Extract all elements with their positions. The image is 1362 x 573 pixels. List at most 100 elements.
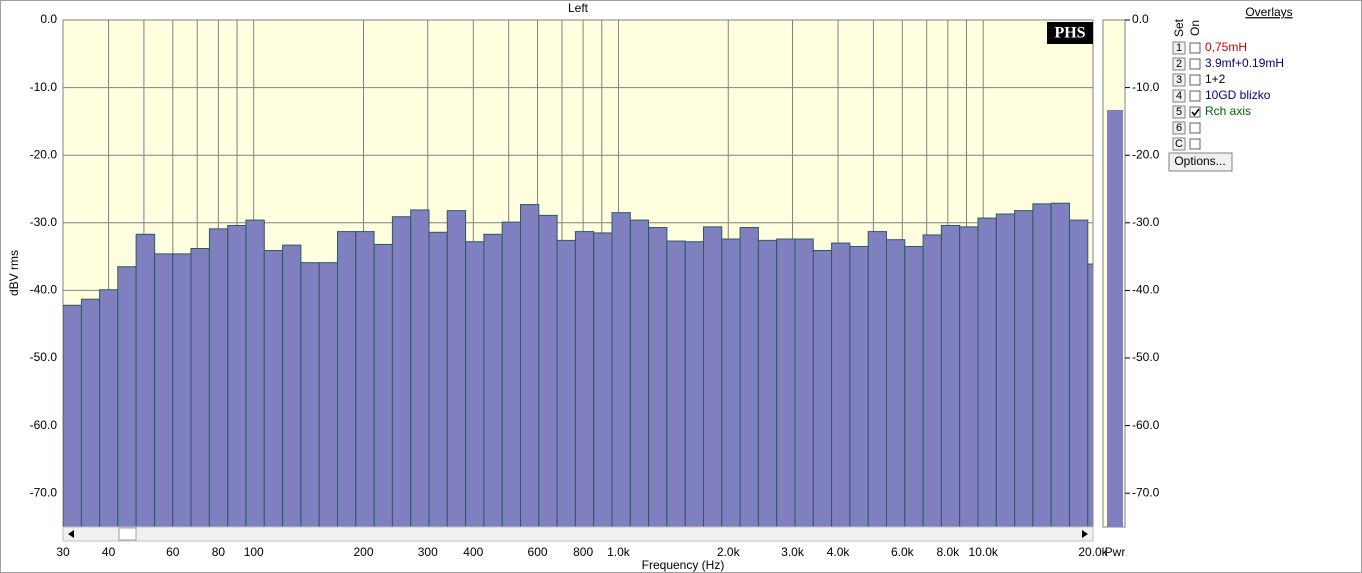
on-checkbox[interactable]	[1189, 42, 1201, 54]
bar	[1014, 210, 1034, 527]
bar	[1032, 203, 1052, 527]
bar	[776, 238, 796, 527]
bar	[574, 231, 595, 527]
bar	[684, 241, 704, 527]
overlay-list: 1 0,75mH 2 3.9mf+0.19mH 3 1+2 4 10GD blizko 5 Rch…	[1172, 40, 1284, 151]
x-tick-label: 20.0k	[1078, 545, 1108, 559]
set-label[interactable]: 4	[1176, 90, 1182, 102]
x-tick-label: 10.0k	[969, 545, 999, 559]
set-label[interactable]: 6	[1176, 122, 1182, 134]
overlay-label[interactable]: Rch axis	[1205, 104, 1251, 118]
meter-tick-label: 0.0	[1132, 12, 1149, 26]
set-label[interactable]: 2	[1176, 58, 1182, 70]
bar	[300, 262, 320, 527]
y-tick-label: -20.0	[30, 147, 58, 161]
set-label[interactable]: 3	[1176, 74, 1182, 86]
bar	[977, 217, 997, 527]
y-tick-label: -50.0	[30, 350, 58, 364]
x-tick-label: 3.0k	[781, 545, 805, 559]
scroll-thumb[interactable]	[118, 527, 137, 541]
bar	[556, 239, 576, 527]
set-button[interactable]	[1172, 89, 1186, 103]
x-axis-label: Frequency (Hz)	[642, 558, 725, 572]
scroll-right[interactable]	[1082, 530, 1088, 538]
set-label[interactable]: C	[1175, 138, 1183, 150]
bar	[739, 227, 759, 527]
overlay-label[interactable]: 0,75mH	[1205, 40, 1247, 54]
bar	[135, 233, 156, 527]
x-tick-label: 200	[353, 545, 373, 559]
bar	[593, 232, 613, 527]
set-button[interactable]	[1172, 137, 1186, 151]
bar	[1068, 219, 1089, 527]
bar	[1087, 263, 1093, 527]
bar	[995, 213, 1016, 527]
bar	[80, 298, 101, 527]
bar	[282, 244, 302, 527]
overlay-label[interactable]: 1+2	[1205, 72, 1226, 86]
set-header: Set	[1172, 18, 1186, 37]
scrollbar[interactable]	[62, 526, 1094, 542]
set-button[interactable]	[1172, 105, 1186, 119]
set-button[interactable]	[1172, 41, 1186, 55]
bar	[538, 214, 558, 527]
bar	[410, 209, 430, 527]
on-checkbox[interactable]	[1189, 74, 1201, 86]
bar	[629, 219, 650, 527]
x-tick-label: 2.0k	[717, 545, 741, 559]
meter-tick-label: -10.0	[1132, 80, 1160, 94]
on-checkbox[interactable]	[1189, 138, 1201, 150]
x-tick-label: 80	[212, 545, 226, 559]
on-header: On	[1188, 20, 1202, 36]
bar	[702, 226, 723, 527]
overlay-label[interactable]: 10GD blizko	[1205, 88, 1271, 102]
bar	[721, 238, 741, 527]
x-tick-label: 600	[528, 545, 548, 559]
bar	[1050, 202, 1070, 527]
bar	[190, 247, 210, 527]
bar	[922, 234, 942, 527]
bar	[885, 239, 906, 527]
bar	[794, 238, 814, 527]
bar	[483, 233, 503, 527]
y-tick-label: -70.0	[30, 485, 58, 499]
set-label[interactable]: 5	[1176, 106, 1182, 118]
on-checkbox[interactable]	[1189, 106, 1201, 118]
power-meter: 0.0 -10.0 -20.0 -30.0 -40.0 -50.0 -60.0 -70.0 Pw…	[1105, 12, 1160, 559]
scroll-track[interactable]	[62, 526, 1094, 542]
check-mark	[1191, 108, 1200, 117]
bar	[172, 253, 192, 527]
bar	[263, 250, 284, 527]
bar	[428, 231, 448, 527]
scroll-left[interactable]	[68, 530, 74, 538]
x-tick-label: 100	[244, 545, 264, 559]
x-tick-label: 800	[573, 545, 593, 559]
set-button[interactable]	[1172, 57, 1186, 71]
y-axis-label: dBV rms	[7, 250, 21, 296]
set-label[interactable]: 1	[1176, 42, 1182, 54]
plot-area: 30 40 60 80 100 200 300 400 600 800 1.0k 2.0k 3.0k 4.…	[30, 12, 1109, 559]
bar	[227, 225, 247, 527]
set-button[interactable]	[1172, 121, 1186, 135]
bar	[208, 228, 229, 527]
on-checkbox[interactable]	[1189, 90, 1201, 102]
overlay-label[interactable]: 3.9mf+0.19mH	[1205, 56, 1284, 70]
overlays-title: Overlays	[1245, 5, 1292, 19]
x-tick-label: 40	[102, 545, 116, 559]
bar	[831, 242, 851, 527]
options-button[interactable]	[1168, 152, 1233, 172]
bar	[849, 245, 869, 527]
x-tick-label: 400	[463, 545, 483, 559]
x-tick-label: 60	[166, 545, 180, 559]
set-button[interactable]	[1172, 73, 1186, 87]
options-button-label[interactable]: Options...	[1174, 154, 1225, 168]
bar	[446, 210, 467, 527]
on-checkbox[interactable]	[1189, 122, 1201, 134]
y-tick-label: -10.0	[30, 80, 58, 94]
bar	[904, 245, 924, 527]
bar	[154, 253, 174, 527]
on-checkbox[interactable]	[1189, 58, 1201, 70]
bars	[63, 202, 1093, 527]
logo-box	[1047, 22, 1093, 44]
